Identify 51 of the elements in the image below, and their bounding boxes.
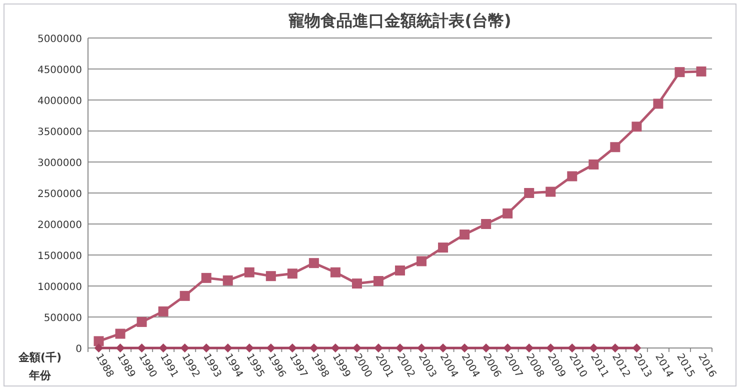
y-axis-title: 金額(千) xyxy=(17,351,62,364)
y-tick-label: 3500000 xyxy=(37,127,82,138)
point xyxy=(136,316,147,327)
point xyxy=(116,344,125,352)
y-tick-label: 2000000 xyxy=(37,220,82,231)
point xyxy=(674,67,685,78)
point xyxy=(696,66,706,76)
point xyxy=(158,306,168,316)
point xyxy=(610,142,620,152)
point xyxy=(308,258,319,268)
y-tick-label: 3000000 xyxy=(37,158,82,169)
point xyxy=(588,159,599,170)
point xyxy=(137,344,146,352)
point xyxy=(287,268,298,279)
y-tick-label: 4500000 xyxy=(37,65,82,76)
point xyxy=(94,336,104,346)
point xyxy=(460,230,470,240)
point xyxy=(94,344,104,352)
point xyxy=(481,219,492,229)
point xyxy=(632,344,642,352)
point xyxy=(373,276,384,286)
point xyxy=(330,267,340,278)
point xyxy=(180,344,190,352)
point xyxy=(180,290,190,301)
y-tick-label: 0 xyxy=(76,344,82,355)
point xyxy=(115,328,126,339)
point xyxy=(610,344,620,352)
point xyxy=(524,188,534,198)
point xyxy=(416,256,427,266)
y-tick-label: 500000 xyxy=(44,313,82,324)
point xyxy=(395,266,405,276)
point xyxy=(266,271,276,282)
point xyxy=(653,98,664,109)
point xyxy=(396,344,404,352)
point xyxy=(222,275,233,286)
point xyxy=(632,122,642,132)
point xyxy=(244,267,254,278)
y-tick-label: 2500000 xyxy=(37,189,82,200)
point xyxy=(546,186,556,197)
point xyxy=(158,344,168,352)
point xyxy=(201,272,212,283)
point xyxy=(502,208,513,218)
y-tick-label: 1000000 xyxy=(37,282,82,293)
point xyxy=(567,171,578,182)
y-tick-label: 1500000 xyxy=(37,251,82,262)
chart-title: 寵物食品進口金額統計表(台幣) xyxy=(288,11,512,30)
point xyxy=(438,242,448,253)
x-axis-title: 年份 xyxy=(28,369,52,382)
point xyxy=(352,278,362,289)
y-tick-label: 4000000 xyxy=(37,96,82,107)
y-tick-label: 5000000 xyxy=(37,34,82,45)
